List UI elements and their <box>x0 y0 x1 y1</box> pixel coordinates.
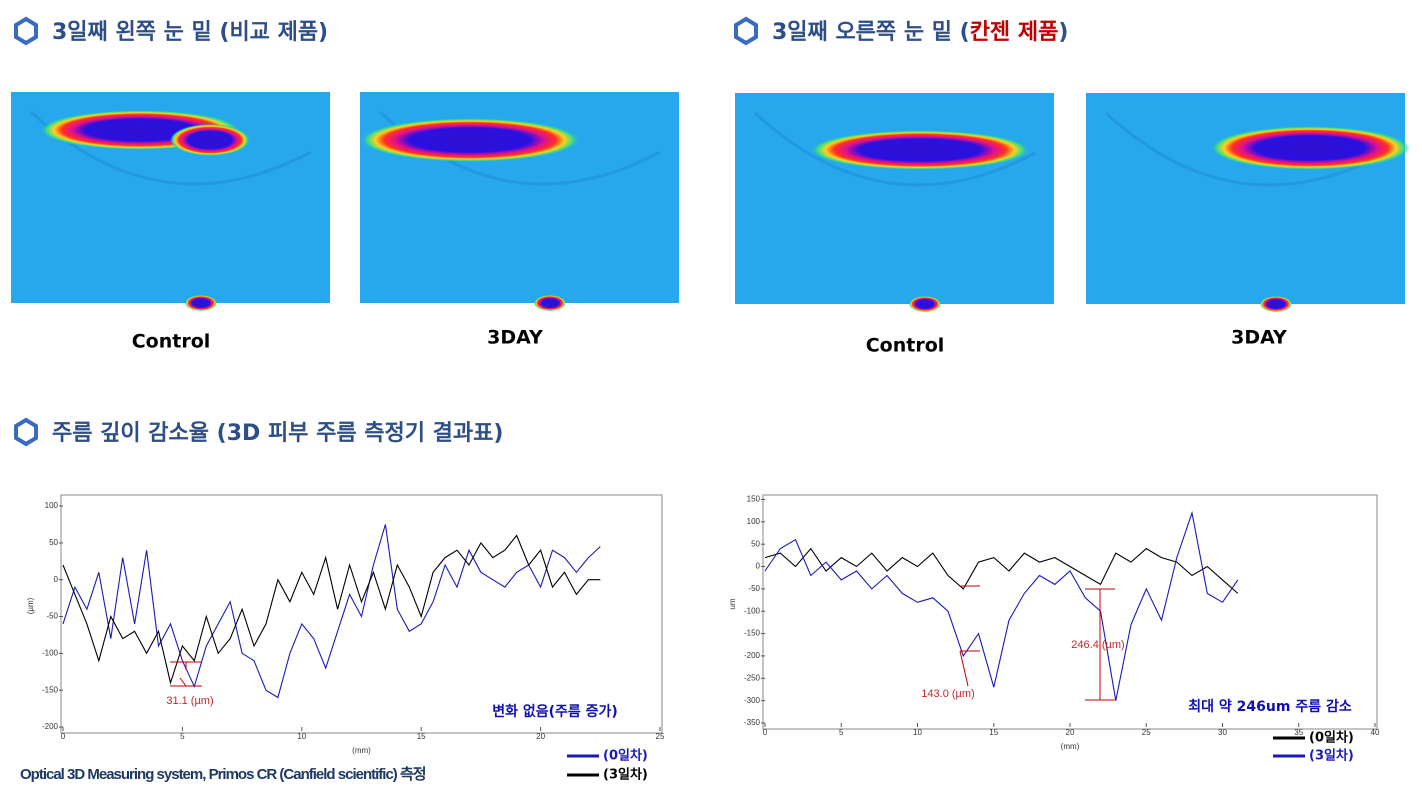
y-tick-label: 0 <box>54 575 59 584</box>
x-tick-label: 25 <box>656 732 665 741</box>
y-tick-label: 50 <box>49 538 58 547</box>
annotation: 143.0 (µm) <box>921 688 974 700</box>
y-tick-label: -250 <box>744 673 761 682</box>
x-tick-label: 15 <box>989 728 998 737</box>
y-tick-label: -100 <box>42 648 59 657</box>
title-highlight: 칸젠 제품 <box>970 20 1059 45</box>
heatmap-blob <box>1210 126 1410 170</box>
series-line <box>764 510 1239 701</box>
x-axis-label: (mm) <box>352 746 371 755</box>
heatmap-blob <box>170 124 250 156</box>
y-tick-label: -150 <box>744 629 761 638</box>
series-line <box>764 547 1239 594</box>
y-tick-label: 100 <box>45 501 59 510</box>
x-tick-label: 5 <box>839 728 844 737</box>
x-axis-label: (mm) <box>1061 742 1080 751</box>
heatmap-blob <box>360 118 580 162</box>
hex-icon <box>14 16 38 46</box>
section-title: 3일째 오른쪽 눈 밑 (칸젠 제품) <box>772 20 1068 45</box>
annotation: 31.1 (µm) <box>166 695 213 707</box>
x-tick-label: 40 <box>1371 728 1380 737</box>
x-tick-label: 10 <box>297 732 306 741</box>
y-tick-label: -150 <box>42 685 59 694</box>
image-caption: 3DAY <box>487 327 543 349</box>
y-tick-label: 50 <box>751 539 760 548</box>
image-caption: Control <box>866 335 945 357</box>
annotation: 246.4 (µm) <box>1071 639 1124 651</box>
y-axis-label: (µm) <box>26 597 35 614</box>
heatmap-blob <box>534 295 566 311</box>
annotation-line <box>959 650 969 687</box>
annotation-line <box>179 677 187 687</box>
legend-label: (3일차) <box>603 767 648 783</box>
y-tick-label: -300 <box>744 696 761 705</box>
plot-frame <box>762 494 1378 730</box>
y-tick-label: -350 <box>744 718 761 727</box>
x-tick-label: 20 <box>1066 728 1075 737</box>
y-tick-label: -100 <box>744 606 761 615</box>
title-part: ) <box>1058 20 1068 45</box>
x-tick-label: 0 <box>61 732 66 741</box>
footer: Optical 3D Measuring system, Primos CR (… <box>20 765 426 783</box>
image-caption: Control <box>132 331 211 353</box>
x-tick-label: 5 <box>180 732 185 741</box>
hex-icon <box>734 16 758 46</box>
y-axis-label: um <box>728 598 737 609</box>
series-line <box>62 524 601 699</box>
legend-label: (3일차) <box>1309 748 1354 764</box>
plot-frame <box>60 494 663 734</box>
heatmaps <box>11 92 1410 312</box>
heatmap-bg <box>1086 93 1405 304</box>
legend-label: (0일차) <box>603 748 648 764</box>
x-tick-label: 0 <box>763 728 768 737</box>
section-title: 3일째 왼쪽 눈 밑 (비교 제품) <box>52 20 328 45</box>
x-tick-label: 30 <box>1218 728 1227 737</box>
note: 변화 없음(주름 증가) <box>492 704 618 720</box>
x-tick-label: 35 <box>1294 728 1303 737</box>
series-line <box>62 534 601 685</box>
y-tick-label: -50 <box>46 612 58 621</box>
y-tick-label: 0 <box>756 562 761 571</box>
heatmap-blob <box>909 296 941 312</box>
legend-label: (0일차) <box>1309 730 1354 746</box>
heatmap-bg <box>735 93 1054 304</box>
image-caption: 3DAY <box>1231 327 1287 349</box>
hex-icon <box>14 417 38 447</box>
heatmap-blob <box>1260 296 1292 312</box>
title-part: 3일째 오른쪽 눈 밑 ( <box>772 20 970 45</box>
icons <box>14 16 758 447</box>
heatmap-texture <box>1104 111 1387 187</box>
y-tick-label: -200 <box>744 651 761 660</box>
y-tick-label: 150 <box>747 495 761 504</box>
x-tick-label: 15 <box>417 732 426 741</box>
note: 최대 약 246um 주름 감소 <box>1188 698 1352 715</box>
x-tick-label: 25 <box>1142 728 1151 737</box>
heatmap-texture <box>753 111 1036 187</box>
section-title: 주름 깊이 감소율 (3D 피부 주름 측정기 결과표) <box>52 421 503 446</box>
heatmap-blob <box>810 130 1030 170</box>
x-tick-label: 20 <box>536 732 545 741</box>
heatmap-blob <box>185 295 217 311</box>
y-tick-label: -200 <box>42 722 59 731</box>
x-tick-label: 10 <box>913 728 922 737</box>
y-tick-label: 100 <box>747 517 761 526</box>
y-tick-label: -50 <box>748 584 760 593</box>
